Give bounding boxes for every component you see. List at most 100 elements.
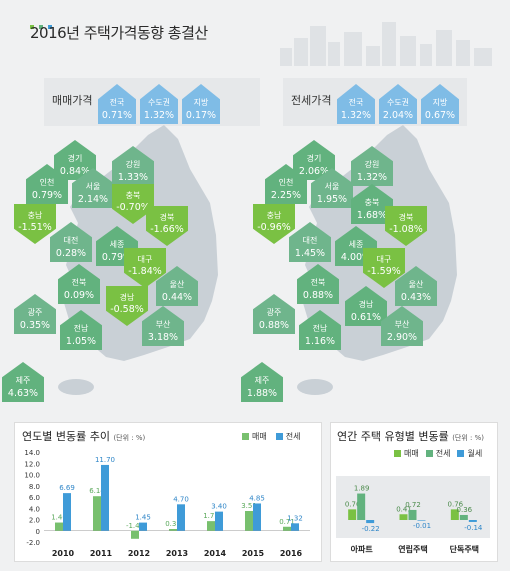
bar-월세	[417, 520, 426, 521]
house-marker-jeonse-region-1: 강원 1.32%	[351, 146, 393, 186]
house-region-value: 0.88%	[302, 290, 334, 301]
house-shape	[156, 266, 198, 306]
house-region-value: 2.06%	[298, 166, 330, 177]
house-shape	[345, 286, 387, 326]
data-label: -0.14	[464, 524, 483, 532]
type-chart-unit: (단위 : %)	[452, 434, 485, 442]
bar-월세	[366, 520, 375, 524]
house-region-name: 부산	[394, 320, 410, 329]
x-tick-label: 아파트	[351, 544, 374, 554]
bar-매매	[283, 526, 291, 531]
data-label: 0.76	[345, 500, 361, 508]
house-marker-jeonse-region-11: 울산 0.43%	[395, 266, 437, 306]
house-shape	[299, 310, 341, 350]
y-tick-label: 4.0	[29, 505, 40, 513]
house-shape	[2, 362, 44, 402]
bar-전세	[177, 504, 185, 531]
house-marker-sale-region-11: 울산 0.44%	[156, 266, 198, 306]
house-region-name: 세종	[109, 240, 125, 249]
house-region-name: 경북	[398, 213, 414, 222]
house-region-value: 1.88%	[246, 388, 278, 399]
house-shape	[124, 248, 166, 288]
data-label: 1.89	[354, 485, 370, 493]
house-region-value: -1.59%	[367, 266, 401, 277]
house-region-value: 0.61%	[350, 312, 382, 323]
house-region-value: 1.45%	[294, 248, 326, 259]
house-region-name: 충북	[125, 191, 141, 200]
house-region-name: 제주	[254, 376, 270, 385]
bar-전세	[253, 503, 261, 531]
house-region-value: -1.66%	[150, 224, 184, 235]
data-label: -0.01	[413, 522, 431, 530]
house-shape	[112, 146, 154, 186]
x-tick-label: 단독주택	[450, 544, 479, 554]
house-region-value: 2.25%	[270, 190, 302, 201]
house-region-name: 경기	[306, 154, 322, 163]
house-shape	[421, 84, 459, 124]
x-tick-label: 연립주택	[398, 544, 427, 554]
house-region-name: 경북	[159, 213, 175, 222]
house-region-name: 대구	[137, 255, 153, 264]
house-marker-jeonse-region-3: 서울 1.95%	[311, 168, 353, 208]
house-region-name: 대구	[376, 255, 392, 264]
x-tick-label: 2015	[242, 549, 265, 558]
house-shape	[54, 140, 96, 180]
data-label: 3.51	[241, 502, 257, 510]
house-region-value: 2.04%	[382, 110, 414, 121]
house-marker-sale-region-1: 강원 1.33%	[112, 146, 154, 186]
house-marker-jeonse-region-5: 충남 -0.96%	[253, 204, 295, 244]
house-shape	[241, 362, 283, 402]
bar-매매	[348, 509, 357, 520]
house-region-value: 1.68%	[356, 210, 388, 221]
y-tick-label: 0	[36, 528, 40, 536]
bar-매매	[131, 530, 139, 539]
data-label: 1.32	[287, 514, 303, 522]
house-region-value: 4.63%	[7, 388, 39, 399]
house-region-value: 2.90%	[386, 332, 418, 343]
house-marker-jeonse-region-10: 전북 0.88%	[297, 264, 339, 304]
legend2-monthly: 월세	[467, 449, 483, 458]
house-shape	[26, 164, 68, 204]
bar-월세	[468, 520, 477, 522]
y-tick-label: 14.0	[24, 449, 40, 457]
data-label: 0.71	[279, 518, 295, 526]
house-region-value: 1.32%	[143, 110, 175, 121]
house-region-name: 경남	[358, 300, 374, 309]
house-marker-sale-region-10: 전북 0.09%	[58, 264, 100, 304]
data-label: 1.45	[135, 514, 151, 522]
house-shape	[289, 222, 331, 262]
data-label: -0.22	[362, 525, 380, 533]
x-tick-label: 2012	[128, 549, 150, 558]
house-region-value: 1.33%	[117, 172, 149, 183]
house-shape	[265, 164, 307, 204]
house-shape	[351, 184, 393, 224]
house-marker-sale-region-16: 제주 4.63%	[2, 362, 44, 402]
house-region-name: 인천	[39, 178, 55, 187]
house-region-value: 1.32%	[356, 172, 388, 183]
sale-panel-label: 매매가격	[52, 94, 93, 107]
house-region-value: 0.71%	[101, 110, 133, 121]
house-shape	[293, 140, 335, 180]
type-bar-chart: 아파트 0.76 1.89 -0.22 연립주택 0.410.72 -0.01 단독주택 0.7…	[336, 476, 490, 554]
house-marker-jeonse-region-9: 대구 -1.59%	[363, 248, 405, 288]
house-marker-sale-region-14: 전남 1.05%	[60, 310, 102, 350]
house-region-name: 대전	[302, 236, 318, 245]
house-region-name: 전국	[109, 98, 125, 107]
house-marker-jeonse-region-13: 광주 0.88%	[253, 294, 295, 334]
title-dots	[30, 14, 57, 33]
house-marker-jeonse-summary-1: 수도권 2.04%	[379, 84, 417, 124]
house-shape	[60, 310, 102, 350]
house-marker-sale-summary-1: 수도권 1.32%	[140, 84, 178, 124]
house-shape	[50, 222, 92, 262]
house-region-name: 울산	[169, 280, 185, 289]
x-tick-label: 2010	[52, 549, 75, 558]
house-marker-jeonse-region-16: 제주 1.88%	[241, 362, 283, 402]
house-region-value: 3.18%	[147, 332, 179, 343]
y-tick-label: 6.0	[29, 494, 40, 502]
house-region-value: 1.05%	[65, 336, 97, 347]
data-label: 6.69	[59, 484, 75, 492]
house-region-value: 0.44%	[161, 292, 193, 303]
house-region-name: 광주	[266, 308, 282, 317]
bar-전세	[215, 511, 223, 531]
house-shape	[112, 184, 154, 224]
